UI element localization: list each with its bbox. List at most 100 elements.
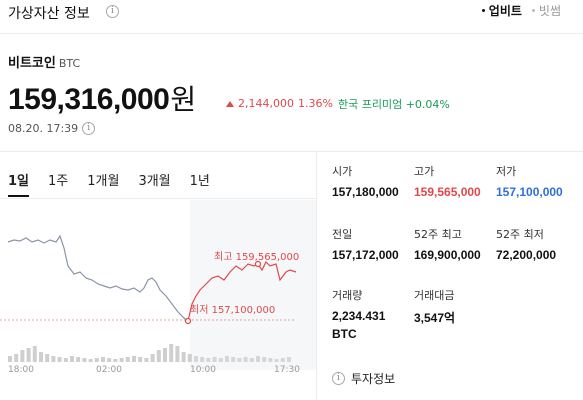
volume-bar: [132, 356, 136, 362]
x-tick: 18:00: [8, 365, 34, 375]
volume-bar: [45, 354, 50, 362]
source-tab-upbit[interactable]: 업비트: [481, 2, 522, 19]
stat-unit: BTC: [332, 327, 357, 341]
triangle-up-icon: [226, 100, 234, 107]
high-label: 최고 159,565,000: [214, 251, 299, 263]
volume-bar: [113, 359, 118, 362]
volume-bar: [107, 358, 112, 362]
volume-bar: [94, 358, 99, 362]
price-chart[interactable]: 최고 159,565,000 최저 157,100,000 18:00 02:0…: [0, 200, 316, 400]
source-tabs: 업비트 빗썸: [481, 2, 561, 19]
stat-trade-value: 거래대금 3,547억: [414, 287, 504, 326]
info-icon[interactable]: i: [106, 5, 119, 18]
volume-bar: [212, 357, 217, 362]
source-tab-label: 빗썸: [538, 4, 561, 18]
volume-bars: [8, 344, 291, 362]
info-icon: i: [332, 372, 345, 385]
volume-bar: [51, 356, 56, 362]
divider: [0, 198, 316, 199]
source-tab-bithumb[interactable]: 빗썸: [531, 2, 561, 19]
coin-name: 비트코인 BTC: [8, 52, 80, 71]
volume-bar: [206, 358, 211, 362]
stat-volume: 거래량 2,234.431 BTC: [332, 287, 422, 341]
volume-bar: [218, 358, 223, 362]
stat-open: 시가 157,180,000: [332, 163, 422, 199]
volume-bar: [274, 359, 279, 362]
timestamp: 08.20. 17:39 i: [8, 122, 96, 135]
stat-52w-high: 52주 최고 169,900,000: [414, 226, 504, 262]
volume-bar: [88, 359, 93, 362]
volume-bar: [243, 357, 248, 362]
korea-premium: 한국 프리미엄 +0.04%: [338, 96, 450, 112]
volume-bar: [256, 356, 260, 362]
stat-low: 저가 157,100,000: [496, 163, 583, 199]
stat-label: 52주 최고: [414, 228, 462, 241]
stat-label: 거래대금: [414, 289, 455, 302]
coin-ticker: BTC: [58, 57, 81, 70]
volume-bar: [163, 348, 167, 362]
volume-bar: [144, 358, 149, 362]
volume-bar: [187, 354, 192, 362]
volume-bar: [125, 357, 130, 362]
stat-value: 2,234.431: [332, 309, 386, 323]
stat-label: 저가: [496, 165, 517, 178]
price-value: 159,316,000: [8, 83, 170, 116]
volume-bar: [237, 358, 242, 362]
dot-icon: [531, 9, 535, 12]
x-tick: 02:00: [96, 365, 122, 375]
price-line-before: [7, 234, 189, 322]
stat-label: 고가: [414, 165, 435, 178]
x-tick: 10:00: [190, 365, 216, 375]
tab-1year[interactable]: 1년: [189, 174, 210, 189]
tab-1month[interactable]: 1개월: [87, 174, 120, 189]
invest-info-link[interactable]: i 투자정보: [332, 370, 395, 387]
coin-name-text: 비트코인: [8, 56, 56, 71]
stat-label: 시가: [332, 165, 353, 178]
page-title: 가상자산 정보: [8, 6, 90, 22]
volume-bar: [101, 357, 105, 362]
volume-bar: [76, 357, 81, 362]
volume-bar: [175, 346, 180, 362]
tab-3month[interactable]: 3개월: [138, 174, 171, 189]
stat-value: 157,100,000: [496, 185, 563, 199]
volume-bar: [287, 357, 291, 362]
premium-label: 한국 프리미엄: [338, 98, 403, 111]
stat-label: 52주 최저: [496, 228, 544, 241]
stat-label: 전일: [332, 228, 353, 241]
price-unit: 원: [170, 84, 196, 115]
tab-1day[interactable]: 1일: [8, 170, 30, 197]
volume-bar: [70, 356, 74, 362]
volume-bar: [26, 348, 31, 362]
header: 가상자산 정보 i 업비트 빗썸: [0, 0, 583, 34]
volume-bar: [138, 357, 143, 362]
source-tab-label: 업비트: [488, 4, 522, 18]
volume-bar: [268, 358, 273, 362]
change-amount: 2,144,000: [238, 97, 294, 110]
chart-recent-area: [190, 200, 316, 370]
volume-bar: [156, 350, 161, 362]
stat-value: 72,200,000: [496, 248, 557, 262]
stat-value: 3,547억: [414, 311, 456, 325]
tab-1week[interactable]: 1주: [48, 174, 69, 189]
volume-bar: [249, 358, 254, 362]
price-line-after: [187, 260, 297, 322]
low-marker: [184, 317, 192, 325]
current-price: 159,316,000원: [8, 78, 196, 118]
low-label: 최저 157,100,000: [190, 304, 275, 316]
volume-bar: [169, 344, 174, 362]
volume-bar: [262, 357, 267, 362]
volume-bar: [8, 356, 12, 362]
stat-value: 169,900,000: [414, 248, 481, 262]
stat-value: 157,180,000: [332, 185, 399, 199]
volume-bar: [150, 354, 155, 362]
volume-bar: [82, 358, 87, 362]
stat-52w-low: 52주 최저 72,200,000: [496, 226, 583, 262]
volume-bar: [63, 358, 68, 362]
volume-bar: [20, 350, 25, 362]
volume-bar: [231, 357, 236, 362]
stat-high: 고가 159,565,000: [414, 163, 504, 199]
volume-bar: [39, 352, 43, 362]
volume-bar: [200, 357, 205, 362]
info-icon[interactable]: i: [82, 122, 96, 135]
stat-value: 159,565,000: [414, 185, 481, 199]
